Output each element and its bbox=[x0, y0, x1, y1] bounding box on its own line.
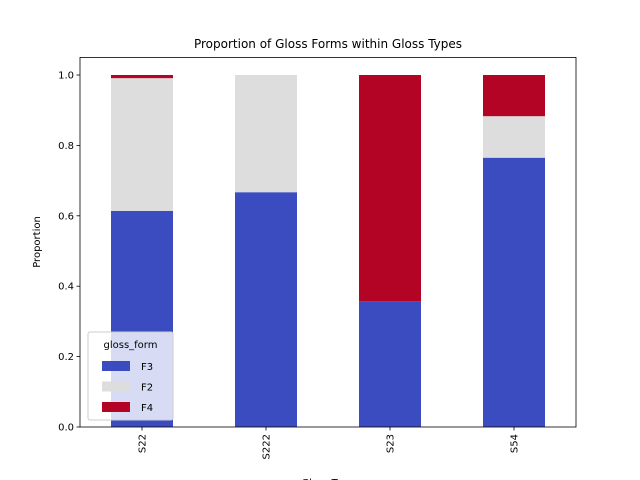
y-tick-label: 0.4 bbox=[58, 282, 74, 293]
legend-box bbox=[87, 331, 174, 421]
bar-segment bbox=[359, 75, 421, 302]
x-tick-label: S54 bbox=[510, 434, 521, 453]
legend-swatch bbox=[102, 381, 130, 392]
legend-label: F4 bbox=[141, 403, 153, 414]
legend-title: gloss_form bbox=[104, 340, 158, 351]
legend-label: F3 bbox=[141, 362, 153, 373]
x-tick-label: S22 bbox=[138, 434, 149, 453]
bar-segment bbox=[483, 116, 545, 158]
bar-segment bbox=[483, 75, 545, 117]
bar-segment bbox=[111, 78, 173, 211]
bar-segment bbox=[483, 157, 545, 427]
y-tick-label: 0.0 bbox=[58, 423, 74, 434]
y-tick-label: 0.8 bbox=[58, 141, 74, 152]
legend-swatch bbox=[102, 361, 130, 371]
legend-swatch bbox=[102, 402, 130, 412]
bar-segment bbox=[111, 75, 173, 79]
y-axis-label: Proportion bbox=[32, 216, 43, 268]
y-tick-label: 0.2 bbox=[58, 352, 74, 363]
chart-title: Proportion of Gloss Forms within Gloss T… bbox=[194, 37, 462, 51]
bar-segment bbox=[235, 75, 297, 193]
y-tick-label: 1.0 bbox=[58, 71, 74, 82]
y-tick-label: 0.6 bbox=[58, 211, 74, 222]
x-tick-label: S222 bbox=[262, 434, 273, 459]
bar-segment bbox=[235, 192, 297, 427]
plot-frame bbox=[79, 57, 577, 428]
bar-segment bbox=[359, 301, 421, 427]
x-axis-label: Gloss Type bbox=[301, 478, 354, 480]
legend-label: F2 bbox=[141, 383, 153, 394]
x-tick-label: S23 bbox=[386, 434, 397, 453]
